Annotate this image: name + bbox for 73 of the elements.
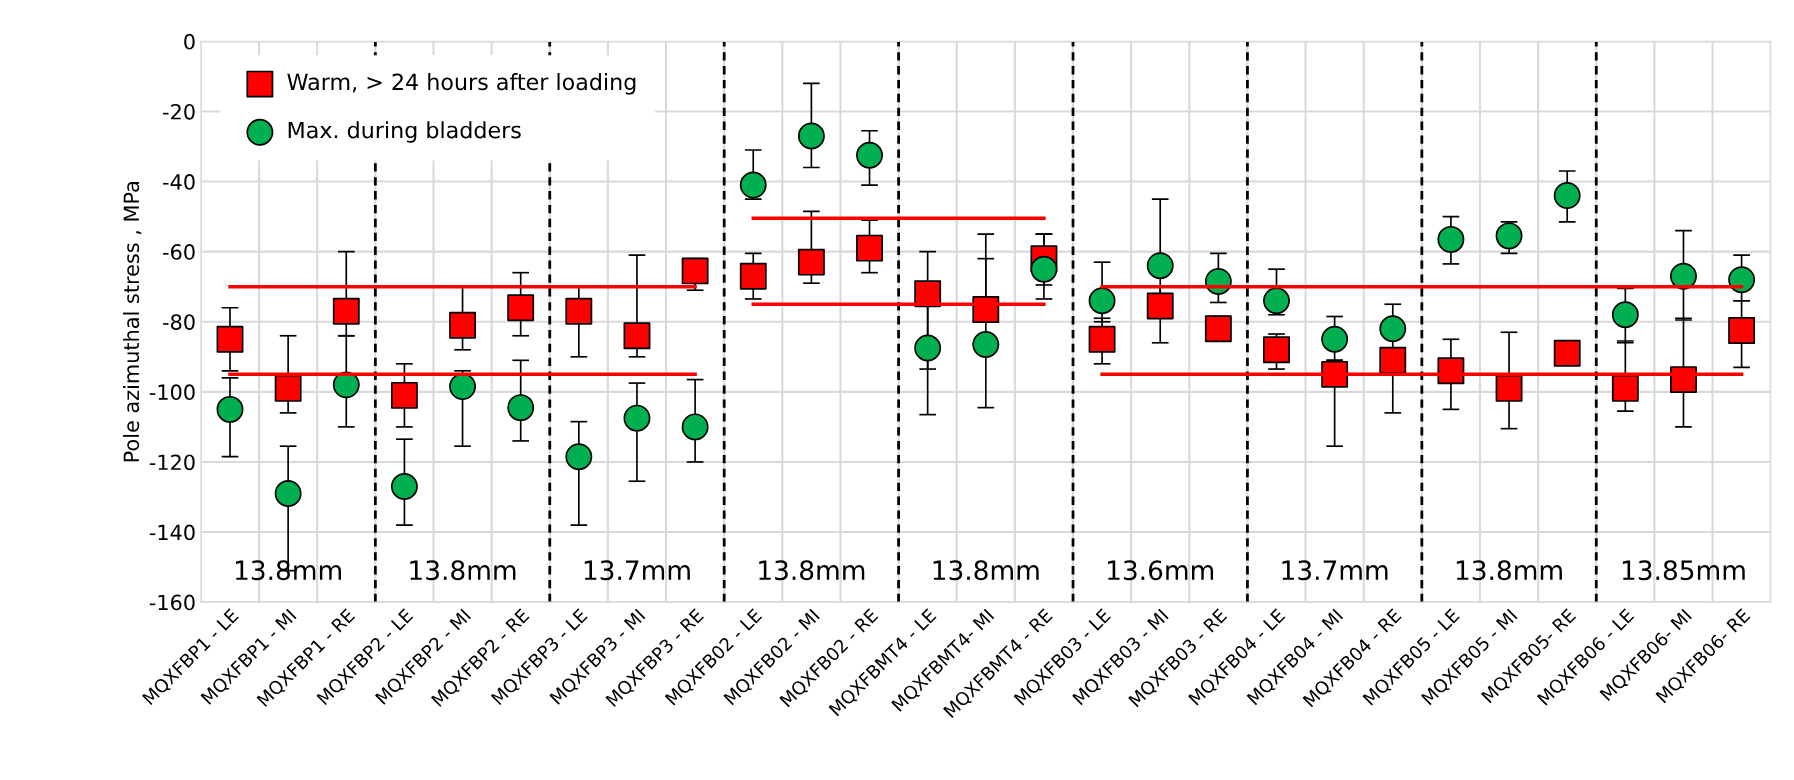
y-tick-label: -40 bbox=[163, 174, 195, 190]
y-tick-label: -120 bbox=[149, 454, 195, 471]
point bbox=[274, 480, 302, 507]
point bbox=[797, 122, 825, 150]
point bbox=[507, 294, 535, 322]
y-tick-label: -160 bbox=[149, 594, 195, 611]
point bbox=[449, 373, 477, 401]
point bbox=[274, 374, 302, 402]
point bbox=[856, 234, 883, 262]
point bbox=[739, 262, 767, 290]
point bbox=[681, 257, 709, 285]
point bbox=[914, 334, 942, 362]
point bbox=[1379, 315, 1407, 343]
annotation: 13.85mm bbox=[1622, 560, 1745, 581]
point bbox=[1204, 315, 1232, 343]
point bbox=[1553, 339, 1581, 367]
y-tick-label: -80 bbox=[163, 314, 195, 330]
point bbox=[1030, 255, 1058, 283]
point bbox=[856, 141, 883, 169]
point bbox=[1088, 325, 1116, 353]
annotation: 13.8mm bbox=[759, 560, 865, 581]
point bbox=[449, 311, 477, 339]
point bbox=[1495, 374, 1523, 402]
point bbox=[565, 443, 593, 471]
point bbox=[1728, 317, 1756, 344]
point bbox=[1611, 301, 1639, 329]
point bbox=[390, 381, 418, 409]
y-tick-label: 0 bbox=[184, 33, 195, 50]
point bbox=[332, 371, 360, 399]
point bbox=[1495, 222, 1523, 250]
point bbox=[1437, 225, 1465, 253]
annotation: 13.8mm bbox=[933, 560, 1039, 581]
point bbox=[332, 297, 360, 325]
annotation: 13.8mm bbox=[1456, 560, 1562, 581]
annotation: 13.7mm bbox=[1282, 560, 1388, 581]
legend-label: Warm, > 24 hours after loading bbox=[287, 73, 636, 95]
annotation: 13.6mm bbox=[1108, 560, 1214, 581]
point bbox=[1263, 336, 1290, 364]
point bbox=[972, 331, 1000, 358]
point bbox=[1670, 262, 1697, 290]
y-tick-label: -140 bbox=[149, 524, 195, 541]
point bbox=[1263, 287, 1290, 315]
point bbox=[507, 394, 535, 422]
point bbox=[1437, 357, 1465, 385]
point bbox=[1670, 366, 1697, 394]
point bbox=[1728, 266, 1756, 294]
annotation: 13.8mm bbox=[235, 560, 341, 581]
point bbox=[1088, 287, 1116, 315]
point bbox=[623, 322, 651, 350]
point bbox=[1553, 182, 1581, 210]
point bbox=[216, 395, 244, 423]
point bbox=[914, 280, 942, 308]
point bbox=[1379, 346, 1407, 374]
annotation: 13.8mm bbox=[410, 560, 516, 581]
legend-label: Max. during bladders bbox=[288, 121, 521, 143]
point bbox=[1146, 292, 1174, 320]
point bbox=[623, 404, 651, 432]
point bbox=[565, 297, 593, 325]
point bbox=[797, 248, 825, 276]
y-tick-label: -60 bbox=[163, 244, 195, 260]
point bbox=[1146, 252, 1174, 280]
annotation: 13.7mm bbox=[584, 560, 690, 581]
point bbox=[972, 296, 1000, 323]
y-axis-title: Pole azimuthal stress , MPa bbox=[123, 182, 142, 462]
point bbox=[1321, 360, 1349, 388]
y-tick-label: -20 bbox=[163, 103, 195, 120]
point bbox=[216, 325, 244, 353]
point bbox=[390, 473, 418, 500]
point bbox=[1611, 374, 1639, 402]
point bbox=[1321, 325, 1349, 353]
y-tick-label: -100 bbox=[149, 384, 195, 401]
point bbox=[739, 171, 767, 199]
point bbox=[681, 413, 709, 441]
